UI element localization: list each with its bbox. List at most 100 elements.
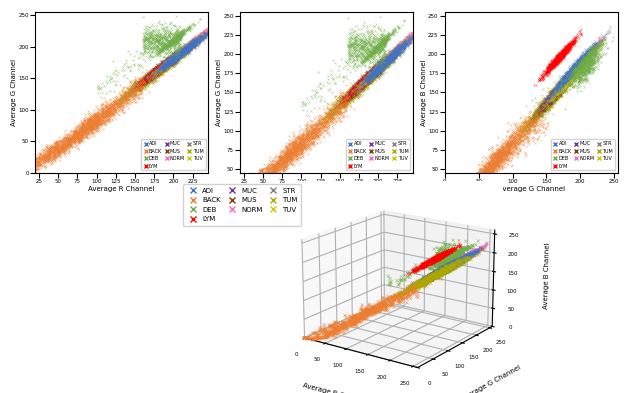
- Point: [145, 73, 155, 79]
- Point: [540, 100, 550, 107]
- Point: [49, 152, 60, 159]
- Point: [163, 58, 173, 64]
- Point: [347, 87, 357, 93]
- Point: [334, 103, 344, 109]
- Point: [541, 103, 552, 109]
- Point: [364, 76, 374, 82]
- Point: [111, 81, 122, 87]
- Point: [541, 98, 551, 104]
- Point: [571, 66, 581, 73]
- Point: [289, 149, 299, 155]
- Point: [373, 59, 383, 65]
- Point: [166, 37, 176, 44]
- Point: [575, 60, 585, 66]
- Point: [404, 38, 414, 44]
- Point: [353, 84, 363, 91]
- Point: [363, 77, 373, 83]
- Point: [551, 91, 561, 97]
- Point: [558, 54, 568, 60]
- Point: [557, 81, 568, 87]
- Point: [181, 45, 191, 51]
- Point: [177, 49, 188, 55]
- Point: [500, 152, 511, 158]
- Point: [365, 74, 375, 80]
- Point: [127, 86, 138, 92]
- Point: [294, 140, 304, 146]
- Point: [556, 79, 566, 85]
- Point: [500, 149, 510, 155]
- Point: [168, 55, 179, 62]
- Point: [580, 57, 591, 63]
- Point: [580, 73, 590, 80]
- Point: [560, 73, 570, 80]
- Point: [468, 178, 478, 184]
- Point: [376, 64, 387, 70]
- Point: [149, 69, 159, 75]
- Point: [161, 36, 171, 42]
- Point: [376, 39, 386, 46]
- Point: [380, 59, 390, 65]
- Point: [175, 49, 186, 55]
- Point: [366, 72, 376, 79]
- Point: [525, 127, 536, 133]
- Point: [298, 132, 308, 138]
- Point: [152, 70, 163, 77]
- Point: [525, 116, 535, 122]
- Point: [567, 70, 577, 76]
- Point: [83, 111, 93, 117]
- Point: [24, 165, 35, 171]
- Point: [584, 51, 594, 58]
- Point: [144, 72, 154, 79]
- Point: [552, 88, 563, 94]
- Point: [158, 64, 168, 70]
- Point: [570, 64, 580, 71]
- Point: [549, 58, 559, 64]
- Point: [176, 49, 186, 55]
- Point: [166, 59, 176, 65]
- Point: [149, 68, 159, 75]
- Point: [150, 71, 160, 77]
- Point: [558, 79, 568, 85]
- Point: [170, 50, 180, 56]
- Point: [373, 42, 383, 48]
- Point: [372, 68, 382, 75]
- Point: [371, 60, 381, 66]
- Point: [234, 199, 244, 205]
- Point: [250, 182, 260, 188]
- Point: [220, 204, 230, 210]
- Point: [563, 71, 573, 77]
- Point: [543, 97, 553, 104]
- Point: [387, 51, 397, 58]
- Point: [513, 150, 523, 156]
- Point: [147, 70, 157, 76]
- Point: [578, 56, 588, 62]
- Point: [97, 110, 108, 116]
- Point: [141, 67, 151, 73]
- Point: [572, 61, 582, 67]
- Point: [340, 98, 350, 105]
- Point: [257, 175, 267, 182]
- Point: [355, 86, 365, 92]
- Point: [163, 54, 173, 61]
- Point: [188, 42, 198, 48]
- Point: [403, 37, 413, 43]
- Point: [353, 80, 364, 86]
- Point: [365, 71, 375, 77]
- Point: [173, 52, 184, 58]
- Point: [157, 63, 167, 70]
- Point: [183, 45, 193, 51]
- Point: [541, 101, 552, 107]
- Point: [572, 66, 582, 72]
- Point: [178, 47, 188, 53]
- Point: [358, 79, 368, 85]
- Point: [164, 61, 174, 67]
- Point: [575, 68, 585, 74]
- Point: [582, 50, 593, 56]
- Point: [95, 112, 106, 118]
- Point: [550, 79, 560, 85]
- Point: [378, 41, 388, 47]
- Point: [509, 142, 520, 148]
- Point: [365, 73, 375, 79]
- Point: [577, 58, 587, 64]
- Point: [166, 57, 176, 63]
